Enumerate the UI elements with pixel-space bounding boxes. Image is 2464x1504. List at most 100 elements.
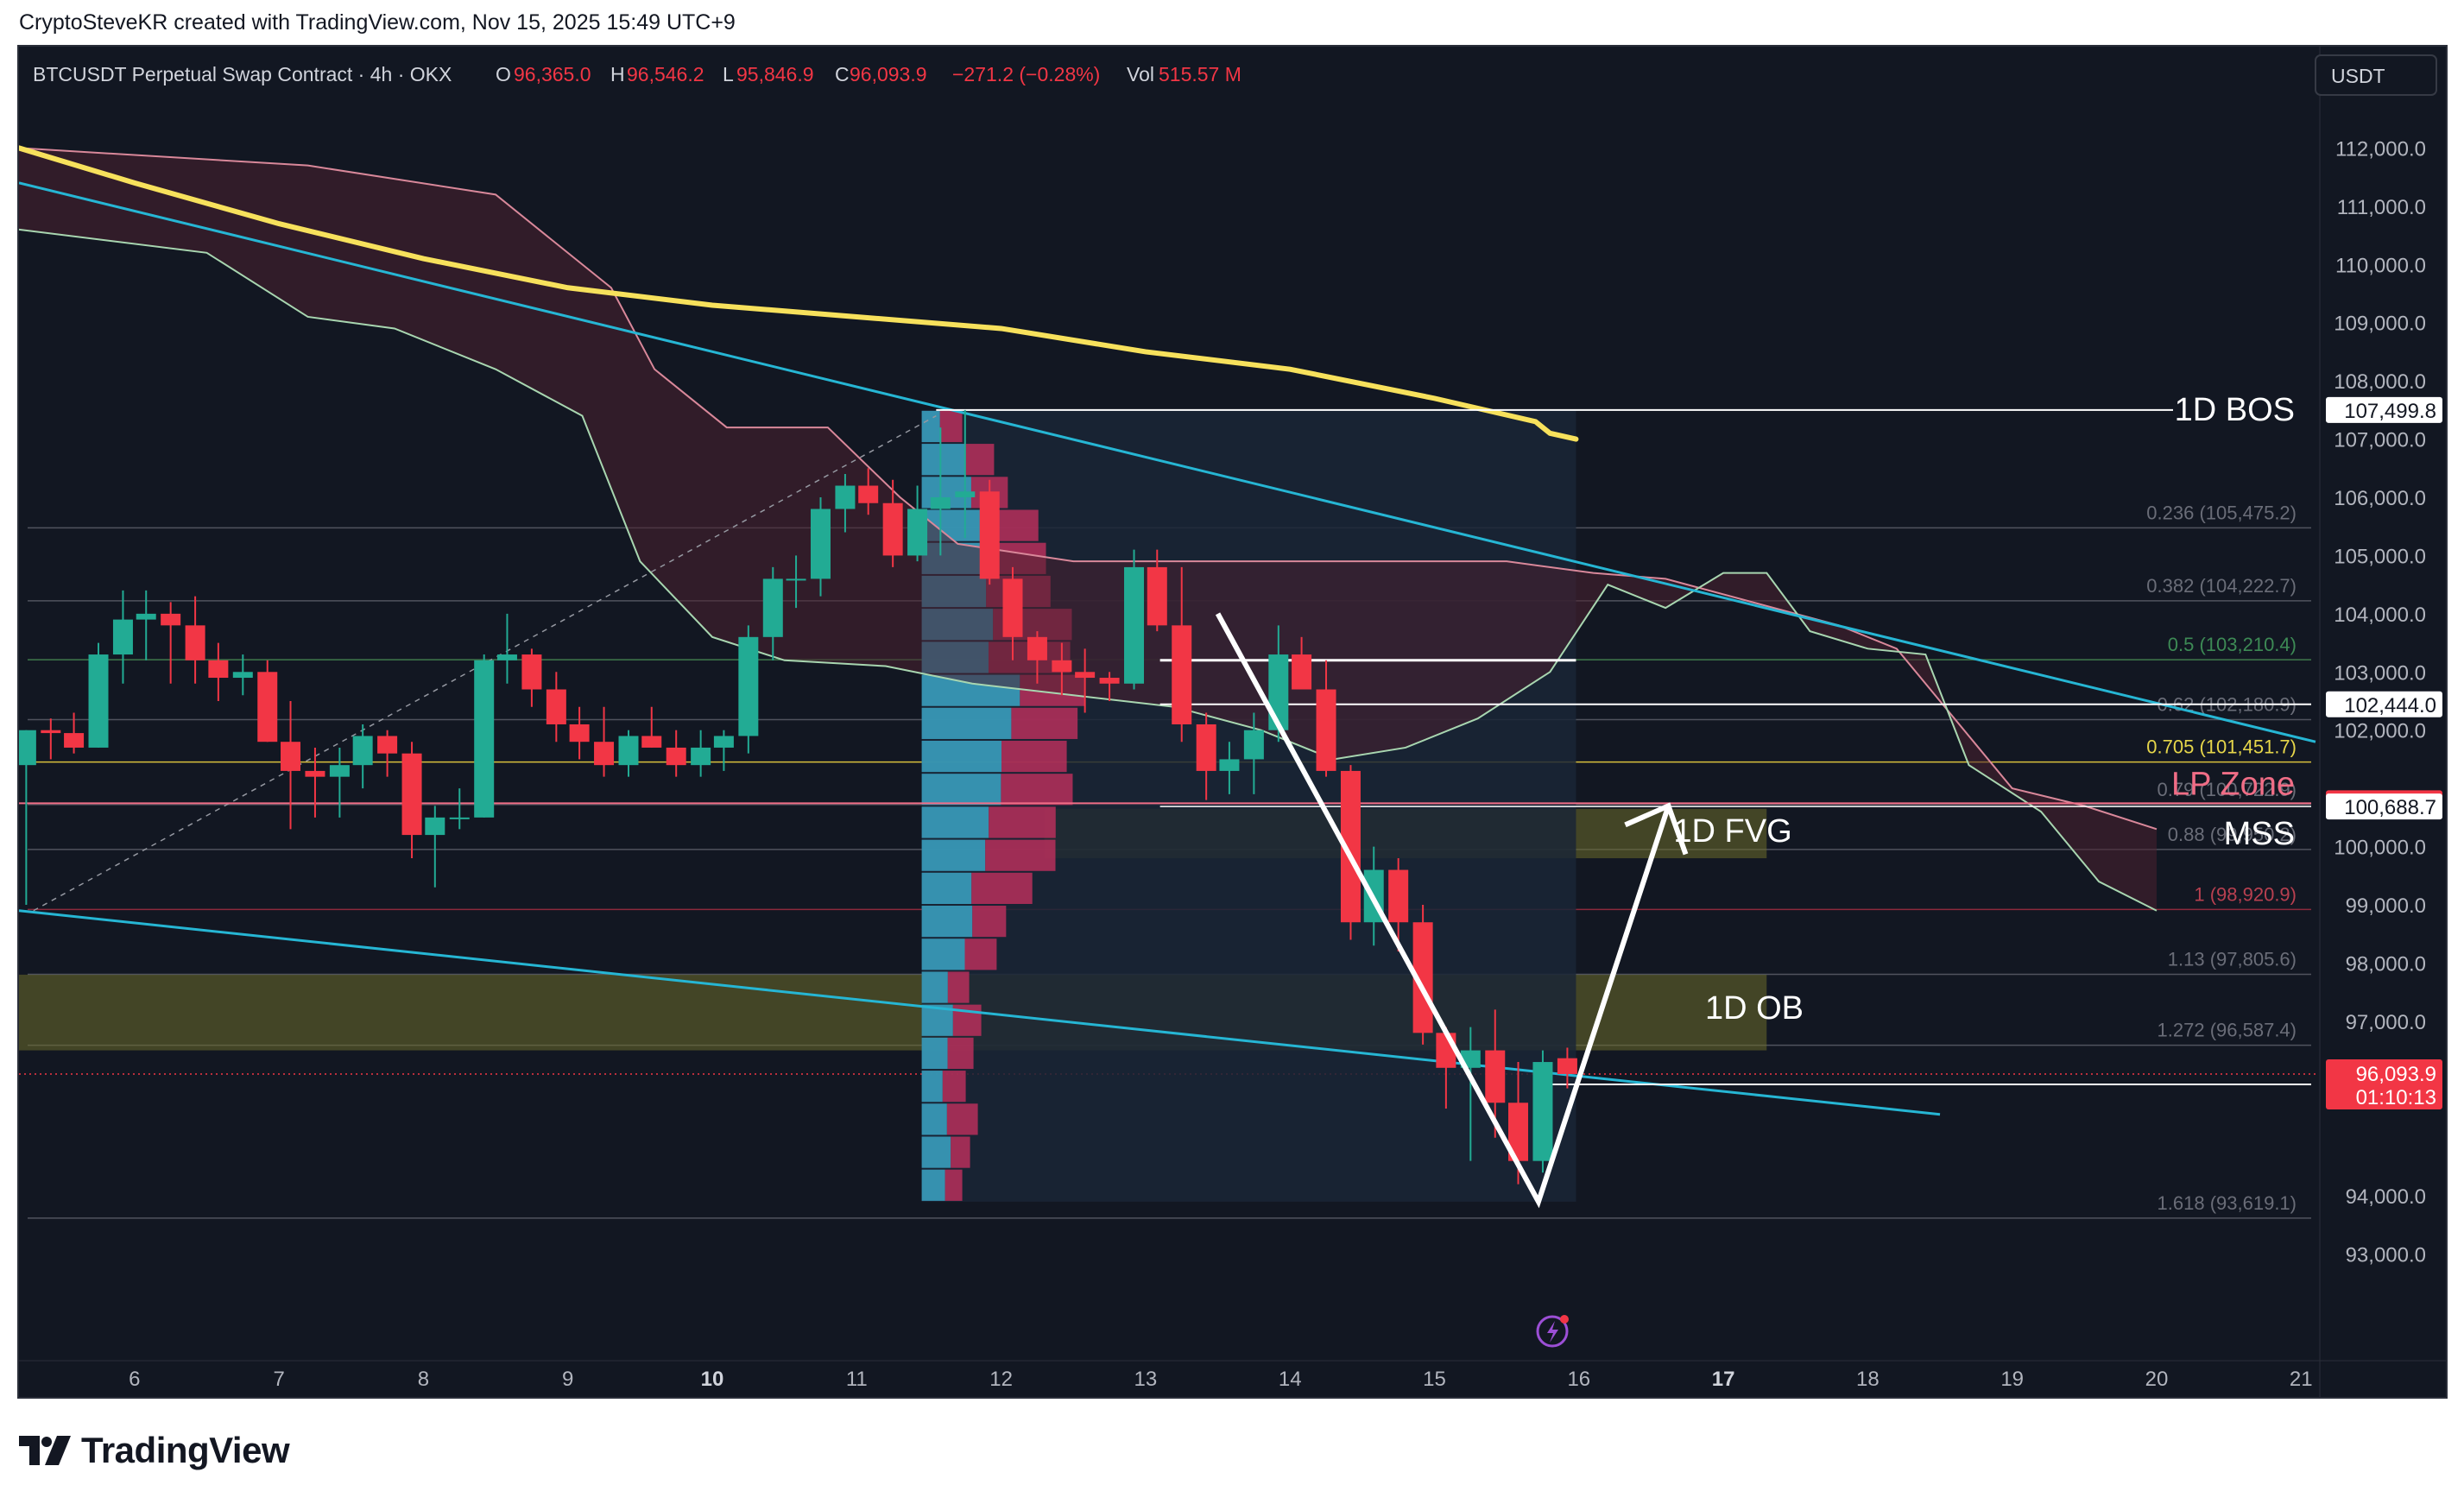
price-tick-label: 94,000.0 (2346, 1185, 2426, 1209)
candle-body (762, 578, 783, 637)
last-price-value: 96,093.9 (2356, 1063, 2436, 1086)
candle-body (1002, 578, 1023, 637)
low-value: 95,846.9 (736, 63, 814, 85)
candles-layer[interactable] (19, 409, 1577, 1185)
candle-body (496, 654, 517, 660)
candle-body (810, 509, 831, 579)
candle-body (1147, 566, 1167, 626)
currency-button[interactable]: USDT (2315, 54, 2437, 96)
time-tick-label: 20 (2145, 1368, 2169, 1391)
candle-body (19, 730, 36, 766)
candle-body (569, 724, 590, 743)
volume-bar-down (1001, 774, 1073, 806)
price-marker-label: 102,444.0 (2344, 694, 2436, 717)
price-tick-label: 98,000.0 (2346, 952, 2426, 976)
candle-body (232, 672, 253, 679)
volume-bar-up (921, 410, 940, 443)
open-label: O (496, 63, 511, 85)
candle-body (281, 742, 301, 771)
change-value: −271.2 (−0.28%) (952, 63, 1100, 85)
volume-bar-down (945, 1169, 963, 1201)
candle-body (618, 736, 639, 766)
currency-button-label[interactable]: USDT (2331, 65, 2385, 87)
time-tick-label: 18 (1856, 1368, 1880, 1391)
candle-body (1243, 730, 1264, 760)
volume-bar-up (921, 1071, 943, 1103)
fib-label: 0.79 (100,722.9) (2158, 779, 2297, 800)
time-tick-label: 19 (2000, 1368, 2024, 1391)
indicator-lines (19, 145, 2316, 1116)
candle-body (88, 654, 109, 748)
time-axis[interactable]: 6 7 8 9 10 11 12 13 14 15 16 17 18 19 20 21 (19, 1360, 2446, 1391)
trendline (19, 181, 2316, 743)
candle-body (377, 736, 398, 754)
price-tick-label: 111,000.0 (2337, 196, 2426, 219)
volume-bar-up (921, 1103, 947, 1135)
candle-body (305, 770, 325, 777)
candle-body (64, 733, 85, 748)
candle-body (401, 753, 422, 836)
candle-body (786, 578, 806, 581)
trendline (19, 909, 1941, 1116)
candle-body (352, 736, 373, 766)
price-axis[interactable]: 112,000.0 111,000.0 110,000.0 109,000.0 108,… (2319, 47, 2442, 1397)
high-label: H (610, 63, 625, 85)
volume-bar-up (921, 938, 965, 970)
replay-icon[interactable] (1536, 1315, 1569, 1348)
currency-button-frame[interactable] (2315, 54, 2437, 96)
candle-body (1027, 636, 1047, 660)
drawing-overlay[interactable]: 1D BOS LP Zone MSS 1D FVG 1D OB (1215, 392, 2295, 1209)
time-tick-label: 12 (989, 1368, 1013, 1391)
price-marker-label: 107,499.8 (2344, 400, 2436, 423)
fib-label: 0.705 (101,451.7) (2146, 736, 2297, 758)
candle-body (738, 636, 759, 736)
candle-body (1196, 724, 1216, 771)
candle-body (1340, 770, 1361, 923)
fib-label: 0.236 (105,475.2) (2146, 502, 2297, 523)
symbol-label: BTCUSDT Perpetual Swap Contract · 4h · O… (33, 63, 452, 85)
volume-bar-up (921, 1037, 948, 1070)
candle-body (474, 660, 495, 818)
price-tick-label: 102,000.0 (2334, 720, 2426, 743)
time-tick-label: 8 (418, 1368, 429, 1391)
time-tick-label: 7 (273, 1368, 284, 1391)
candle-body (666, 747, 686, 766)
candle-body (1124, 566, 1145, 684)
volume-bar-down (1011, 707, 1078, 739)
candle-body (521, 654, 542, 690)
price-tick-label: 109,000.0 (2334, 313, 2426, 336)
volume-bar-down (947, 971, 970, 1003)
volume-bar-down (971, 872, 1033, 905)
volume-bar-down (972, 906, 1007, 938)
tradingview-logo-icon (19, 1436, 71, 1465)
volume-bar-down (947, 1037, 974, 1070)
volume-bar-up (921, 774, 1001, 806)
candle-body (41, 730, 61, 734)
price-tick-label: 104,000.0 (2334, 603, 2426, 627)
volume-bar-up (921, 906, 973, 938)
volume-bar-up (921, 1136, 951, 1168)
countdown-value: 01:10:13 (2356, 1086, 2436, 1109)
candle-body (1292, 654, 1312, 690)
candle-body (1268, 654, 1289, 730)
ma200-line (19, 145, 1579, 442)
volume-bar-up (921, 806, 989, 838)
projection-path (1215, 612, 1671, 1209)
tradingview-logo: TradingView (19, 1430, 290, 1471)
chart-frame[interactable]: 0.236 (105,475.2) 0.382 (104,222.7) 0.5 (1… (17, 45, 2448, 1399)
price-chart[interactable]: 0.236 (105,475.2) 0.382 (104,222.7) 0.5 (1… (19, 47, 2446, 1397)
candle-body (161, 613, 181, 626)
candle-body (1388, 869, 1409, 923)
volume-bar-up (921, 872, 972, 905)
candle-body (1052, 660, 1072, 673)
tradingview-wordmark: TradingView (81, 1430, 290, 1470)
attribution-text: CryptoSteveKR created with TradingView.c… (19, 10, 736, 35)
candle-body (907, 509, 928, 556)
volume-bar-up (921, 971, 948, 1003)
time-tick-label: 14 (1279, 1368, 1302, 1391)
candle-body (713, 736, 734, 748)
time-tick-label: 6 (129, 1368, 140, 1391)
annotation-label: 1D OB (1705, 990, 1804, 1027)
price-tick-label: 97,000.0 (2346, 1011, 2426, 1034)
volume-bar-down (942, 1071, 966, 1103)
